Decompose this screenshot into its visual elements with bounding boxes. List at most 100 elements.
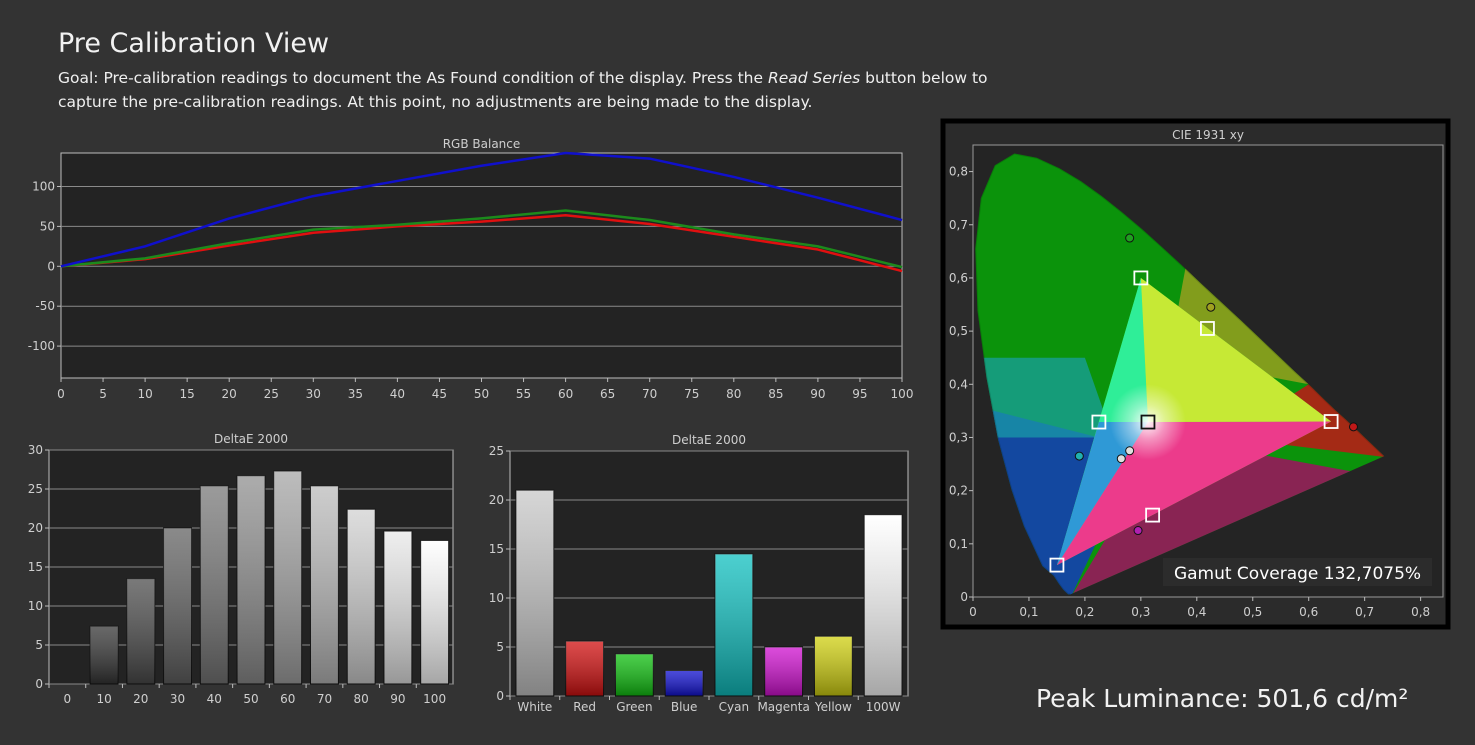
rgb-balance-chart: RGB Balance 100 50 0 -50 -100 0 5 10 15 20 25 30 35 40… — [28, 137, 914, 401]
rgb-xtick-label: 35 — [348, 387, 363, 401]
rgb-xtick-label: 75 — [684, 387, 699, 401]
cie-cyan-region — [975, 357, 1113, 438]
rgb-xtick-label: 80 — [726, 387, 741, 401]
rgb-xtick-label: 45 — [432, 387, 447, 401]
cie-xtick-label: 0,1 — [1019, 605, 1038, 619]
deltae-gray-ytick-label: 5 — [35, 638, 43, 652]
rgb-xtick-label: 65 — [600, 387, 615, 401]
deltae-color-category-label: Red — [573, 700, 596, 714]
cie-ytick-label: 0,5 — [949, 324, 968, 338]
rgb-xtick-label: 90 — [810, 387, 825, 401]
cie-ytick-label: 0 — [960, 590, 968, 604]
rgb-xtick-label: 15 — [180, 387, 195, 401]
cie-ytick-label: 0,8 — [949, 165, 968, 179]
cie-target-marker — [1200, 321, 1215, 336]
goal-suffix: button below to capture the pre-calibrat… — [58, 69, 988, 111]
rgb-balance-title: RGB Balance — [443, 137, 521, 151]
deltae-gray-category-label: 90 — [390, 692, 405, 706]
cie-xtick-label: 0,2 — [1075, 605, 1094, 619]
rgb-plot-area — [60, 152, 903, 379]
rgb-xtick-label: 50 — [474, 387, 489, 401]
deltae-gray-category-label: 0 — [64, 692, 72, 706]
peak-luminance: Peak Luminance: 501,6 cd/m² — [1036, 684, 1409, 713]
rgb-xtick-label: 100 — [891, 387, 914, 401]
cie-target-marker — [1091, 414, 1107, 430]
cie-target-marker — [1049, 557, 1065, 573]
deltae-gray-ytick-label: 0 — [35, 677, 43, 691]
cie-ytick-label: 0,7 — [949, 218, 968, 232]
gamut-coverage-label: Gamut Coverage 132,7075% — [1174, 564, 1421, 584]
deltae-gray-bar — [199, 485, 229, 685]
gamut-coverage-box — [1163, 558, 1432, 586]
cie-target-marker — [1133, 270, 1149, 286]
cie-measured-point — [1133, 526, 1143, 536]
cie-measured-point — [1348, 422, 1358, 432]
deltae-color-bar — [614, 653, 654, 697]
cie-1931-chart: CIE 1931 xy 0,8 0,7 0,6 0,5 0,4 0,3 0,2 0,1 00 0,1… — [940, 118, 1451, 630]
rgb-xtick-label: 40 — [390, 387, 405, 401]
cie-xtick-label: 0 — [969, 605, 977, 619]
rgb-xtick-label: 55 — [516, 387, 531, 401]
rgb-xtick-label: 0 — [57, 387, 65, 401]
deltae-gray-bar — [383, 530, 413, 685]
cie-white-glow — [1109, 384, 1186, 461]
deltae-gray-ytick-label: 20 — [28, 521, 43, 535]
blue-series-line — [60, 151, 903, 268]
cie-xtick-label: 0,4 — [1187, 605, 1206, 619]
deltae-gray-category-label: 50 — [243, 692, 258, 706]
cie-xtick-label: 0,6 — [1299, 605, 1318, 619]
deltae-gray-category-label: 80 — [354, 692, 369, 706]
deltae-color-bar — [515, 489, 555, 697]
deltae-color-category-label: Yellow — [814, 700, 852, 714]
deltae-gray-category-label: 100 — [423, 692, 446, 706]
deltae-color-category-label: Magenta — [757, 700, 809, 714]
rgb-xtick-label: 5 — [99, 387, 107, 401]
deltae-color-title: DeltaE 2000 — [672, 433, 746, 447]
read-series-emphasis: Read Series — [767, 69, 861, 87]
deltae-gray-category-label: 10 — [96, 692, 111, 706]
deltae-color-bar — [664, 670, 704, 697]
cie-ytick-label: 0,4 — [949, 377, 968, 391]
deltae-color-ytick-label: 5 — [496, 640, 504, 654]
deltae-color-category-label: 100W — [866, 700, 901, 714]
deltae-color-ytick-label: 10 — [489, 591, 504, 605]
deltae-gray-bar — [273, 470, 303, 685]
goal-prefix: Goal: Pre-calibration readings to docume… — [58, 69, 768, 87]
deltae-color-bar — [813, 635, 853, 697]
cie-xtick-label: 0,3 — [1131, 605, 1150, 619]
deltae-gray-category-label: 60 — [280, 692, 295, 706]
deltae-gray-bar — [163, 527, 193, 685]
rgb-xtick-label: 30 — [306, 387, 321, 401]
cie-target-marker — [1323, 414, 1339, 429]
rgb-xtick-label: 70 — [642, 387, 657, 401]
rgb-xtick-label: 20 — [222, 387, 237, 401]
green-series-line — [60, 209, 903, 269]
red-series-line — [60, 213, 903, 273]
cie-measured-point — [1206, 302, 1216, 312]
rgb-ytick-label: -50 — [35, 299, 55, 313]
deltae-color-ytick-label: 15 — [489, 542, 504, 556]
deltae-gray-bar — [420, 539, 450, 685]
deltae-color-ytick-label: 0 — [496, 689, 504, 703]
rgb-ytick-label: -100 — [28, 339, 55, 353]
cie-xtick-label: 0,8 — [1411, 605, 1430, 619]
deltae-color-bar — [714, 553, 754, 697]
rgb-xtick-label: 25 — [264, 387, 279, 401]
deltae-color-category-label: Green — [616, 700, 652, 714]
rgb-ytick-label: 100 — [32, 180, 55, 194]
deltae-gray-bar — [236, 475, 266, 685]
deltae-gray-title: DeltaE 2000 — [214, 432, 288, 446]
cie-title: CIE 1931 xy — [1172, 128, 1244, 142]
deltae-gray-bar — [89, 625, 119, 685]
deltae-gray-bar — [126, 578, 156, 685]
deltae-color-category-label: White — [517, 700, 552, 714]
rgb-ytick-label: 50 — [40, 219, 55, 233]
deltae-gray-ytick-label: 10 — [28, 599, 43, 613]
rgb-xtick-label: 85 — [768, 387, 783, 401]
deltae-gray-ytick-label: 30 — [28, 443, 43, 457]
deltae-color-ytick-label: 20 — [489, 493, 504, 507]
cie-locus-edge — [975, 153, 1385, 595]
page-title: Pre Calibration View — [58, 28, 330, 59]
cie-target-marker — [1140, 414, 1156, 430]
